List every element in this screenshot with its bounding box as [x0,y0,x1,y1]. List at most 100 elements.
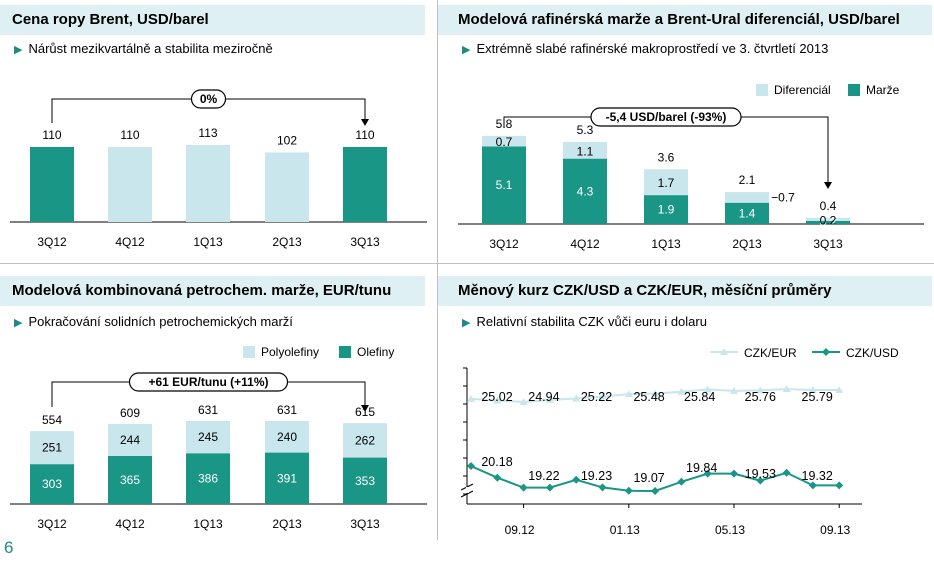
panel-title: Měnový kurz CZK/USD a CZK/EUR, měsíční p… [438,276,932,306]
bar-marze-label: 0.2 [820,215,837,229]
panel-subtitle: ▶ Relativní stabilita CZK vůči euru i dol… [462,314,707,329]
legend-swatch-0 [756,84,768,96]
bar-marze-label: 5.1 [496,178,513,192]
bar [30,147,74,222]
x-tick-label: 3Q13 [350,235,380,249]
panel-title: Modelová rafinérská marže a Brent-Ural d… [438,5,932,35]
panel-divider-vertical [437,0,438,540]
x-tick-label: 09.12 [505,523,535,537]
series-czk-eur-value-label: 25.84 [684,390,715,404]
bar-diferencial [806,217,850,221]
bar-total-label: 0.4 [820,199,837,213]
panel-petrochem: Modelová kombinovaná petrochem. marže, E… [0,264,437,540]
series-czk-eur-point [467,394,475,402]
bullet-arrow-icon: ▶ [462,44,471,56]
bar-marze [806,220,850,224]
series-czk-usd-point [545,483,554,492]
bar-marze [563,158,607,224]
series-czk-eur-value-label: 24.94 [528,390,559,404]
x-tick-label: 3Q12 [37,517,67,531]
bar-olefiny-label: 391 [277,471,297,485]
x-tick-label: 4Q12 [570,237,600,251]
series-czk-usd-point [572,475,581,484]
bar-polyolefiny [30,431,74,465]
series-czk-eur-value-label: 25.22 [581,390,612,404]
bar-value-label: 110 [120,128,139,142]
bar-marze [644,195,688,224]
series-czk-eur-point [730,386,738,394]
series-czk-usd-point [782,468,791,477]
x-tick-label: 4Q12 [115,235,145,249]
panel-fx: Měnový kurz CZK/USD a CZK/EUR, měsíční p… [438,264,934,540]
bar-value-label: 102 [277,133,297,147]
change-bracket-label: -5,4 USD/barel (-93%) [606,110,727,124]
series-czk-eur-point [519,398,528,405]
series-czk-eur-point [782,385,791,393]
legend-label-0: CZK/EUR [744,346,797,360]
subtitle-text: Pokračování solidních petrochemických ma… [28,314,293,329]
series-czk-eur-point [703,385,712,393]
legend-marker-1 [822,348,830,356]
series-czk-eur-point [598,392,607,400]
bar-olefiny [265,452,309,504]
legend-swatch-0 [243,346,255,358]
legend-label-0: Diferenciál [774,83,831,97]
series-czk-eur-point [624,390,633,398]
panel-title: Modelová kombinovaná petrochem. marže, E… [0,276,425,306]
x-tick-label: 01.13 [610,523,640,537]
bar-marze [725,202,769,224]
bar-polyolefiny-label: 244 [120,433,140,447]
x-tick-label: 4Q12 [115,517,145,531]
bar-diferencial [644,169,688,196]
bar-polyolefiny [108,423,152,456]
bar-diferencial [482,135,526,147]
bar-marze [482,146,526,224]
panel-refining: Modelová rafinérská marže a Brent-Ural d… [438,0,934,263]
series-czk-eur-point [808,386,817,394]
bullet-arrow-icon: ▶ [462,317,471,329]
series-czk-usd-point [835,481,844,490]
series-czk-usd-point [467,462,475,471]
panel-brent: Cena ropy Brent, USD/barel ▶ Nárůst mezik… [0,0,437,263]
series-czk-eur-point [835,386,844,394]
bar-polyolefiny [343,423,387,458]
series-czk-usd-value-label: 19.53 [745,467,776,481]
x-tick-label: 3Q13 [813,237,843,251]
x-tick-label: 05.13 [715,523,745,537]
petrochem-chart: Polyolefiny Olefiny 303 251 554 3Q12 365 244 609… [10,345,427,531]
refining-chart: Diferenciál Marže5.10.75.83Q124.31.15.34Q… [458,83,924,251]
subtitle-text: Relativní stabilita CZK vůči euru i dola… [476,314,707,329]
x-tick-label: 1Q13 [651,237,681,251]
change-bracket-arrow-icon [361,405,369,412]
change-bracket-label: 0% [200,92,218,106]
subtitle-text: Nárůst mezikvartálně a stabilita meziroč… [28,41,273,56]
change-bracket-label-box [190,89,227,109]
bar-diferencial-label: 0.7 [496,135,513,149]
brent-chart: 110 3Q12 110 4Q12 113 1Q13 102 2Q13 110 3Q13 0% [10,89,427,249]
fx-chart: CZK/EUR CZK/USD 09.12 01.13 05.13 09.13 25.02 2… [460,346,899,537]
series-czk-usd-point [808,481,817,490]
bar-olefiny-label: 303 [42,477,62,491]
legend-label-0: Polyolefiny [261,345,319,359]
bar-total-label: 554 [42,413,62,427]
series-czk-eur-value-label: 25.79 [802,390,833,404]
legend-label-1: Olefiny [357,345,394,359]
legend-marker-0 [720,348,728,355]
series-czk-eur-point [756,386,765,394]
x-tick-label: 2Q13 [732,237,762,251]
bar-olefiny [108,455,152,504]
bar-polyolefiny [265,421,309,453]
change-bracket-label-box [128,372,289,392]
bar-olefiny-label: 365 [120,473,140,487]
series-czk-usd-point [519,483,528,492]
series-czk-usd-point [756,476,765,485]
bar-diferencial-label: 1.7 [658,176,675,190]
bar [343,147,387,222]
series-czk-usd-value-label: 19.32 [802,469,833,483]
bar-olefiny [30,464,74,504]
series-czk-usd-value-label: 19.07 [633,471,664,485]
bar-olefiny [343,457,387,504]
series-czk-usd-value-label: 20.18 [481,455,512,469]
subtitle-text: Extrémně slabé rafinérské makroprostředí… [476,41,829,56]
series-czk-eur-point [677,387,686,395]
